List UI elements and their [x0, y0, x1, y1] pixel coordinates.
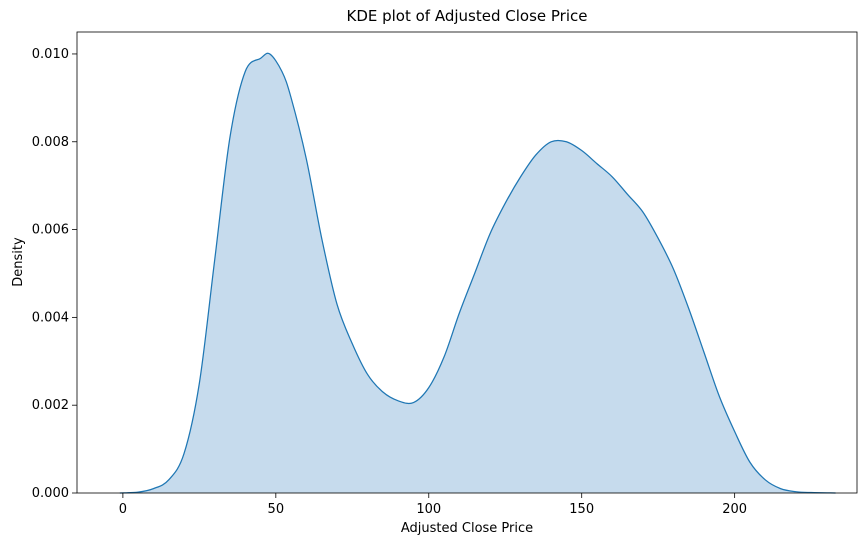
y-axis-label: Density: [11, 237, 26, 287]
x-axis-label: Adjusted Close Price: [401, 521, 533, 536]
y-tick-label: 0.004: [32, 310, 69, 325]
y-tick-label: 0.006: [32, 223, 69, 238]
plot-area: [119, 52, 836, 494]
axes: 0 50 100 150 200 0.000 0.002 0.004 0.006 0.008 0.0…: [32, 31, 858, 517]
y-tick-label: 0.000: [32, 486, 69, 501]
y-tick-label: 0.008: [32, 135, 69, 150]
x-tick-label: 200: [722, 502, 747, 517]
y-tick-label: 0.002: [32, 398, 69, 413]
chart-title: KDE plot of Adjusted Close Price: [346, 7, 587, 25]
x-tick-label: 100: [416, 502, 441, 517]
density-line: [119, 52, 836, 494]
y-tick-label: 0.010: [32, 47, 69, 62]
x-tick-label: 0: [119, 502, 127, 517]
x-tick-label: 150: [569, 502, 594, 517]
density-area: [119, 53, 836, 493]
x-tick-label: 50: [268, 502, 285, 517]
axes-frame: [76, 31, 858, 494]
